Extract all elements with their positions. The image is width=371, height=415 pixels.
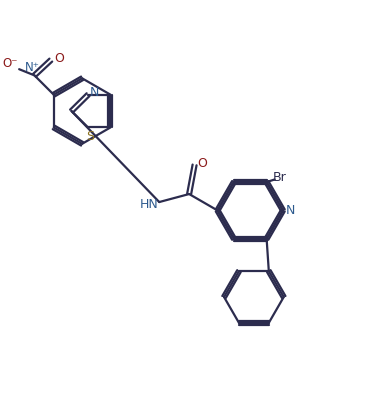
Text: O⁻: O⁻ bbox=[2, 57, 18, 70]
Text: Br: Br bbox=[272, 171, 286, 184]
Text: HN: HN bbox=[139, 198, 158, 212]
Text: N: N bbox=[286, 204, 295, 217]
Text: N: N bbox=[89, 85, 99, 99]
Text: S: S bbox=[86, 130, 94, 143]
Text: O: O bbox=[54, 52, 64, 65]
Text: N⁺: N⁺ bbox=[25, 61, 40, 74]
Text: O: O bbox=[198, 156, 207, 170]
